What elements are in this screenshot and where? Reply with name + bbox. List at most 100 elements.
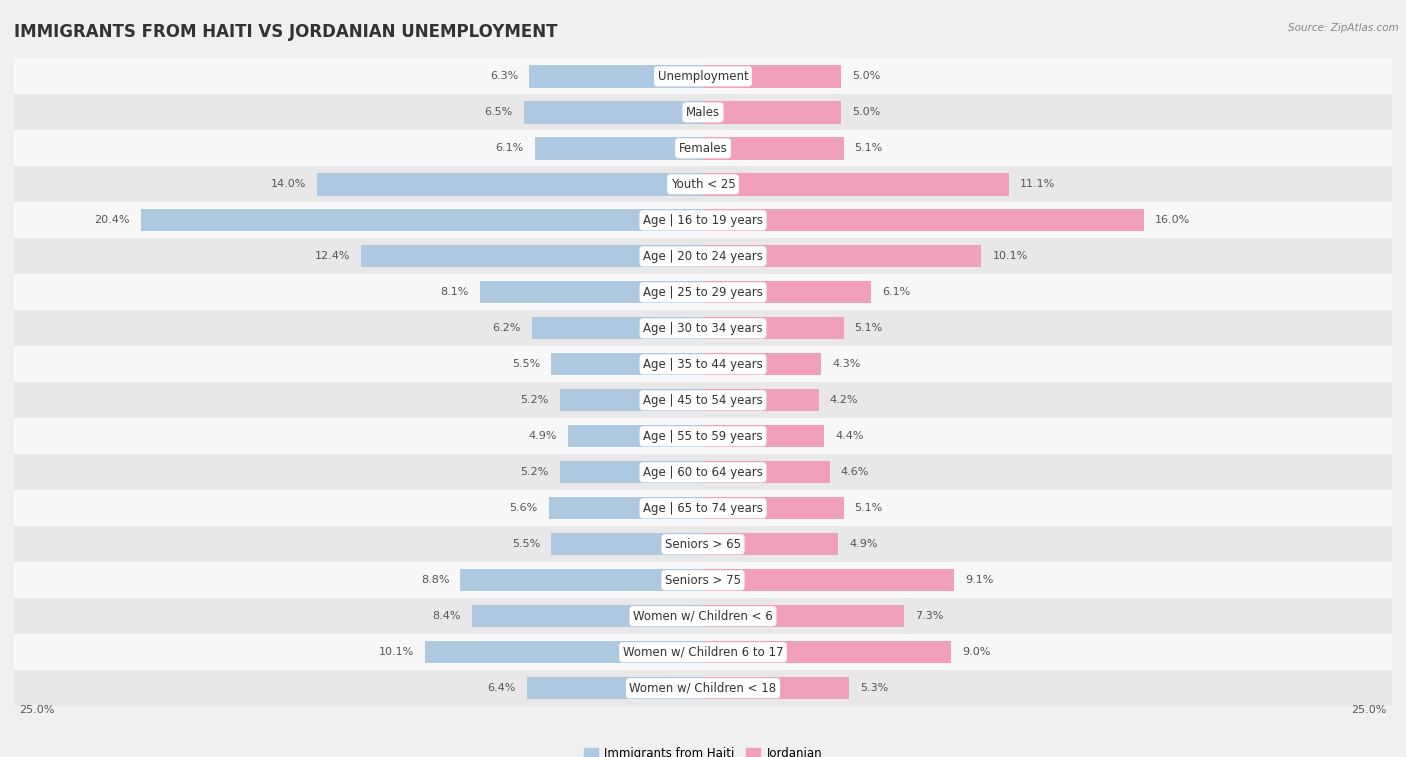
- Bar: [703, 137, 844, 160]
- Bar: [14, 95, 1392, 130]
- Bar: [703, 245, 981, 267]
- Text: 12.4%: 12.4%: [315, 251, 350, 261]
- Bar: [361, 245, 703, 267]
- Text: 16.0%: 16.0%: [1154, 215, 1191, 226]
- Text: 5.5%: 5.5%: [512, 539, 540, 550]
- Legend: Immigrants from Haiti, Jordanian: Immigrants from Haiti, Jordanian: [579, 743, 827, 757]
- Bar: [14, 491, 1392, 526]
- Bar: [318, 173, 703, 195]
- Bar: [531, 317, 703, 339]
- Text: 6.5%: 6.5%: [485, 107, 513, 117]
- Text: Women w/ Children < 6: Women w/ Children < 6: [633, 609, 773, 623]
- Text: Age | 20 to 24 years: Age | 20 to 24 years: [643, 250, 763, 263]
- Text: 5.1%: 5.1%: [855, 323, 883, 333]
- Bar: [14, 454, 1392, 491]
- Text: 6.1%: 6.1%: [496, 143, 524, 154]
- Bar: [703, 497, 844, 519]
- Bar: [568, 425, 703, 447]
- Text: 4.4%: 4.4%: [835, 431, 863, 441]
- Bar: [703, 569, 953, 591]
- Text: 6.1%: 6.1%: [882, 288, 910, 298]
- Text: 25.0%: 25.0%: [1351, 705, 1386, 715]
- Bar: [703, 461, 830, 484]
- Bar: [14, 310, 1392, 346]
- Text: 10.1%: 10.1%: [378, 647, 413, 657]
- Text: 5.3%: 5.3%: [860, 683, 889, 693]
- Text: 6.2%: 6.2%: [492, 323, 522, 333]
- Text: 4.3%: 4.3%: [832, 360, 860, 369]
- Text: Women w/ Children 6 to 17: Women w/ Children 6 to 17: [623, 646, 783, 659]
- Text: 6.4%: 6.4%: [488, 683, 516, 693]
- Bar: [14, 274, 1392, 310]
- Bar: [14, 382, 1392, 419]
- Text: Source: ZipAtlas.com: Source: ZipAtlas.com: [1288, 23, 1399, 33]
- Text: Youth < 25: Youth < 25: [671, 178, 735, 191]
- Text: 4.9%: 4.9%: [529, 431, 557, 441]
- Text: 5.0%: 5.0%: [852, 107, 880, 117]
- Bar: [14, 58, 1392, 95]
- Bar: [14, 346, 1392, 382]
- Bar: [703, 101, 841, 123]
- Text: 7.3%: 7.3%: [915, 611, 943, 621]
- Bar: [560, 389, 703, 412]
- Bar: [703, 533, 838, 556]
- Bar: [703, 389, 818, 412]
- Text: 8.4%: 8.4%: [432, 611, 461, 621]
- Bar: [479, 281, 703, 304]
- Text: 4.6%: 4.6%: [841, 467, 869, 477]
- Text: 8.1%: 8.1%: [440, 288, 468, 298]
- Bar: [534, 137, 703, 160]
- Bar: [703, 425, 824, 447]
- Text: Age | 60 to 64 years: Age | 60 to 64 years: [643, 466, 763, 478]
- Text: 14.0%: 14.0%: [271, 179, 307, 189]
- Text: 5.2%: 5.2%: [520, 395, 548, 405]
- Bar: [14, 130, 1392, 167]
- Text: 10.1%: 10.1%: [993, 251, 1028, 261]
- Bar: [527, 677, 703, 699]
- Text: Age | 30 to 34 years: Age | 30 to 34 years: [643, 322, 763, 335]
- Text: Seniors > 75: Seniors > 75: [665, 574, 741, 587]
- Bar: [703, 353, 821, 375]
- Text: 9.1%: 9.1%: [965, 575, 993, 585]
- Bar: [14, 562, 1392, 598]
- Bar: [14, 419, 1392, 454]
- Bar: [560, 461, 703, 484]
- Bar: [471, 605, 703, 628]
- Bar: [551, 353, 703, 375]
- Text: 5.0%: 5.0%: [852, 71, 880, 82]
- Bar: [14, 670, 1392, 706]
- Bar: [141, 209, 703, 232]
- Text: Age | 45 to 54 years: Age | 45 to 54 years: [643, 394, 763, 407]
- Text: 20.4%: 20.4%: [94, 215, 129, 226]
- Text: Age | 65 to 74 years: Age | 65 to 74 years: [643, 502, 763, 515]
- Bar: [703, 317, 844, 339]
- Bar: [14, 202, 1392, 238]
- Bar: [703, 209, 1144, 232]
- Bar: [703, 65, 841, 88]
- Bar: [14, 634, 1392, 670]
- Bar: [524, 101, 703, 123]
- Text: Unemployment: Unemployment: [658, 70, 748, 83]
- Text: 8.8%: 8.8%: [420, 575, 450, 585]
- Text: 5.2%: 5.2%: [520, 467, 548, 477]
- Text: Age | 55 to 59 years: Age | 55 to 59 years: [643, 430, 763, 443]
- Text: 5.5%: 5.5%: [512, 360, 540, 369]
- Text: 11.1%: 11.1%: [1019, 179, 1054, 189]
- Text: Females: Females: [679, 142, 727, 155]
- Bar: [14, 167, 1392, 202]
- Bar: [551, 533, 703, 556]
- Bar: [703, 677, 849, 699]
- Text: 4.2%: 4.2%: [830, 395, 858, 405]
- Bar: [703, 173, 1010, 195]
- Bar: [703, 641, 950, 663]
- Text: 25.0%: 25.0%: [20, 705, 55, 715]
- Text: 6.3%: 6.3%: [491, 71, 519, 82]
- Bar: [14, 598, 1392, 634]
- Bar: [703, 605, 904, 628]
- Text: Males: Males: [686, 106, 720, 119]
- Bar: [14, 238, 1392, 274]
- Text: Seniors > 65: Seniors > 65: [665, 537, 741, 551]
- Text: Age | 35 to 44 years: Age | 35 to 44 years: [643, 358, 763, 371]
- Bar: [425, 641, 703, 663]
- Text: 5.6%: 5.6%: [509, 503, 537, 513]
